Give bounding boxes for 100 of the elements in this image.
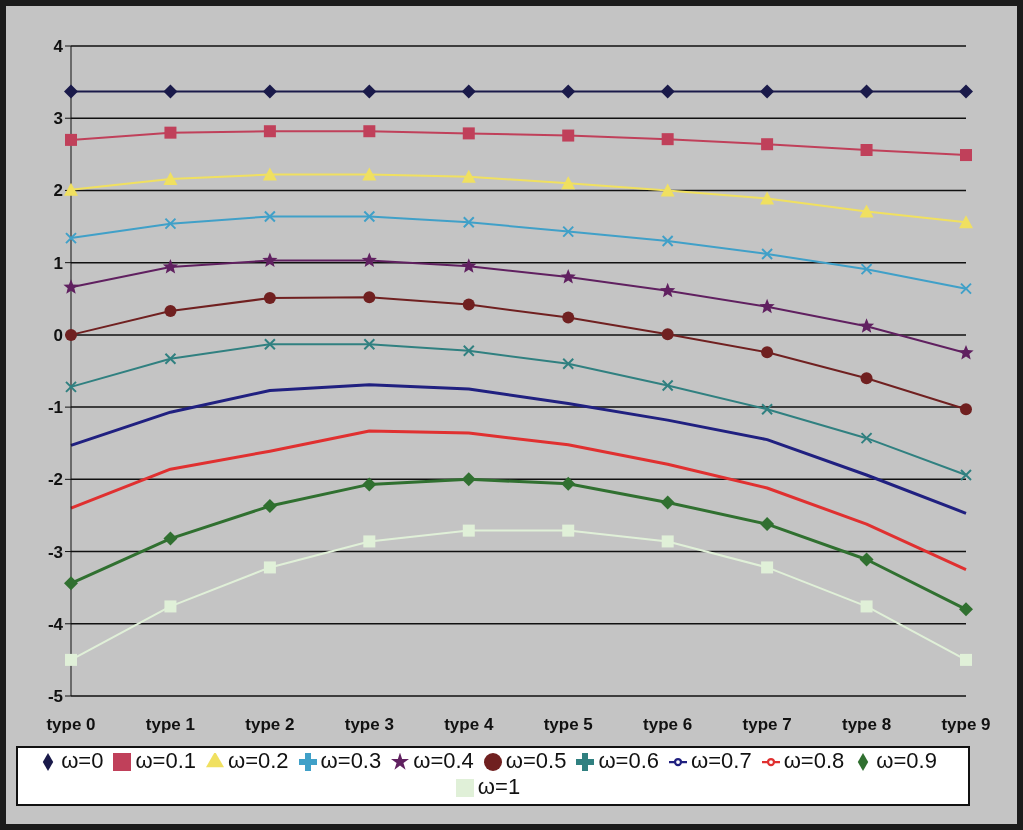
legend-label: ω=1 (477, 774, 521, 799)
point (859, 552, 874, 567)
point (959, 84, 973, 99)
point (362, 477, 377, 492)
point (959, 215, 973, 229)
legend-label: ω=0.2 (228, 748, 289, 773)
point (761, 561, 774, 574)
x-tick-label: type 4 (444, 715, 494, 735)
point (461, 258, 477, 273)
legend-label: ω=0.4 (413, 748, 474, 773)
point (461, 169, 476, 183)
point (461, 472, 476, 487)
point (163, 531, 178, 546)
point (560, 269, 576, 284)
point (860, 372, 873, 385)
x-tick-label: type 9 (941, 715, 991, 735)
point (960, 149, 972, 162)
y-tick-label: -2 (47, 470, 63, 490)
point (263, 561, 276, 574)
point (661, 133, 674, 146)
y-tick-label: -5 (47, 687, 63, 707)
point (761, 346, 774, 359)
point (363, 210, 376, 223)
point (960, 469, 972, 481)
point (65, 133, 77, 146)
point (164, 217, 177, 230)
x-tick-label: type 3 (344, 715, 394, 735)
y-tick-label: -4 (47, 614, 64, 634)
legend-label: ω=0.9 (876, 748, 937, 773)
point (859, 204, 874, 218)
point (262, 252, 278, 267)
point (64, 576, 78, 591)
point (363, 125, 376, 138)
point (960, 403, 972, 416)
point (759, 298, 775, 314)
y-tick-label: 1 (53, 253, 63, 273)
point (461, 84, 476, 99)
point (164, 305, 177, 318)
y-tick-label: 3 (53, 109, 63, 129)
y-tick-label: 2 (53, 181, 63, 201)
point (959, 602, 973, 617)
point (63, 279, 79, 294)
x-tick-label: type 6 (643, 715, 693, 735)
point (760, 84, 775, 99)
point (362, 84, 377, 99)
legend-label: ω=0.6 (598, 748, 660, 773)
point (462, 216, 475, 229)
point (65, 380, 77, 393)
point (960, 282, 972, 295)
point (462, 524, 475, 537)
point (163, 84, 178, 99)
point (462, 344, 475, 357)
point (164, 600, 177, 613)
x-tick-label: type 1 (145, 715, 196, 735)
point (64, 84, 78, 99)
point (363, 291, 376, 304)
x-tick-label: type 2 (245, 715, 295, 735)
point (661, 328, 674, 341)
point (562, 225, 575, 238)
point (562, 357, 575, 370)
point (860, 144, 873, 156)
point (761, 138, 774, 151)
point (958, 344, 974, 360)
x-tick-label: type 5 (543, 715, 593, 735)
point (661, 535, 674, 548)
point (462, 127, 475, 140)
y-tick-label: 4 (53, 37, 64, 57)
point (561, 84, 576, 99)
point (262, 84, 277, 99)
point (263, 338, 276, 351)
legend-label: ω=0.5 (505, 748, 567, 773)
point (860, 600, 873, 613)
point (859, 84, 874, 99)
point (561, 476, 576, 491)
point (660, 84, 675, 99)
point (462, 298, 475, 311)
point (363, 535, 376, 548)
point (561, 176, 576, 190)
x-tick-label: type 8 (841, 715, 892, 735)
point (760, 517, 775, 532)
point (960, 653, 972, 666)
legend-label: ω=0 (61, 748, 104, 773)
point (164, 352, 177, 365)
x-tick-label: type 0 (46, 715, 96, 735)
point (661, 379, 674, 392)
legend-label: ω=0.3 (320, 748, 382, 773)
legend-label: ω=0.1 (135, 748, 196, 773)
point (65, 232, 77, 245)
point (562, 129, 575, 142)
y-tick-label: -3 (47, 542, 63, 562)
point (164, 126, 177, 139)
point (262, 167, 277, 181)
x-tick-label: type 7 (742, 715, 792, 735)
point (65, 653, 77, 666)
point (562, 524, 575, 537)
point (661, 235, 674, 247)
point (562, 311, 575, 324)
point (263, 210, 276, 223)
point (263, 292, 276, 305)
point (263, 125, 276, 138)
